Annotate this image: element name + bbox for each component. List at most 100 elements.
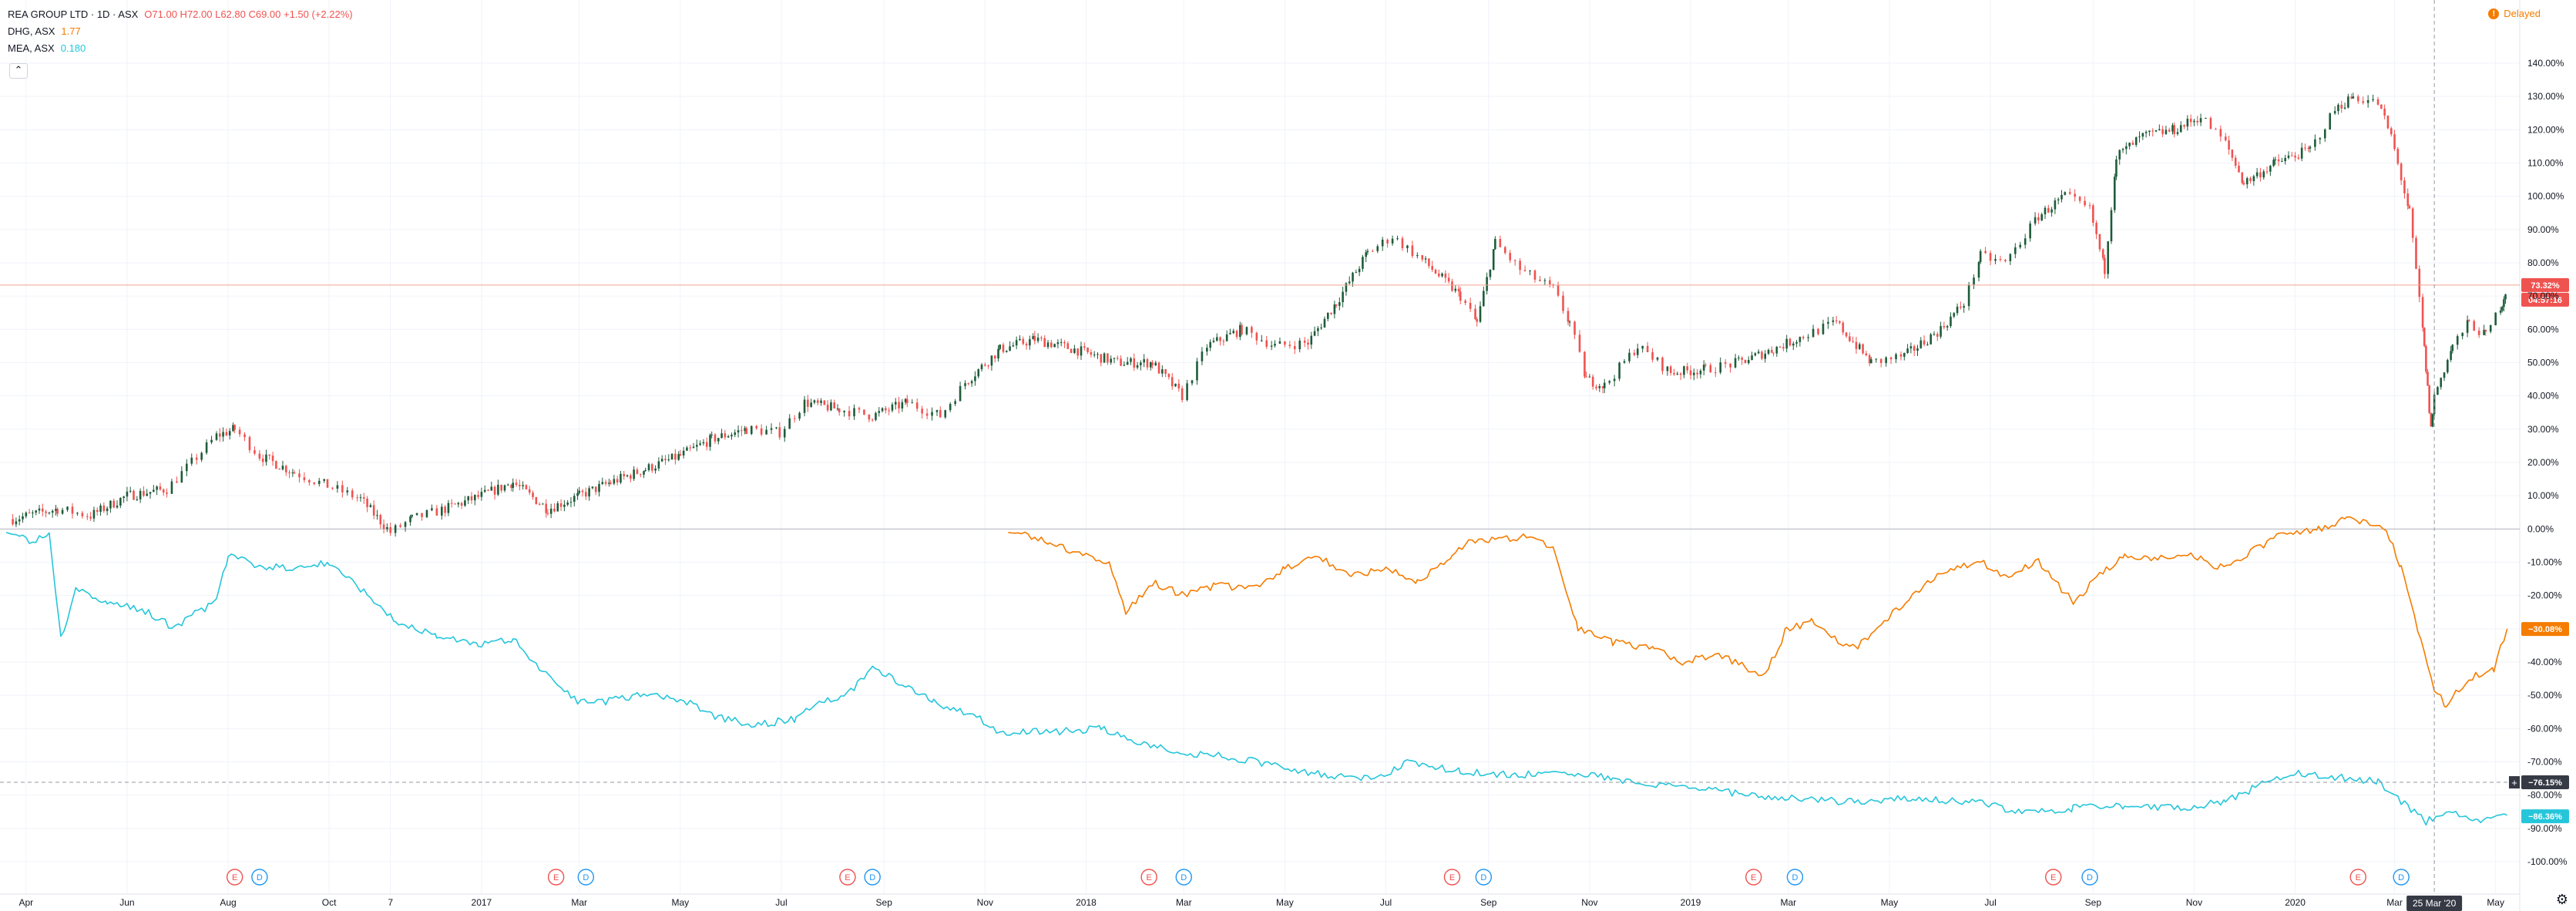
legend-compare-mea[interactable]: MEA, ASX 0.180 [8, 40, 353, 57]
dividend-marker[interactable] [1175, 869, 1192, 886]
candle-body [1174, 383, 1177, 387]
rea-candles[interactable] [12, 92, 2507, 537]
chevron-up-icon[interactable]: ⌃ [9, 63, 28, 79]
candle-body [2503, 299, 2505, 308]
y-tick-label: 0.00% [2527, 523, 2554, 534]
candle-body [2380, 104, 2383, 109]
earnings-marker-label: E [845, 873, 850, 882]
candle-body [935, 410, 939, 412]
dhg-last-label: −30.08% [2528, 625, 2562, 634]
candle-body [457, 503, 460, 505]
dividend-marker[interactable] [577, 869, 595, 886]
candle-body [581, 490, 584, 492]
candle-body [2183, 125, 2185, 127]
candle-body [86, 516, 89, 517]
candle-body [2019, 244, 2022, 247]
candle-body [404, 522, 407, 527]
candle-body [503, 485, 506, 491]
candle-body [2265, 171, 2269, 173]
dividend-marker[interactable] [1475, 869, 1493, 886]
candle-body [326, 479, 329, 488]
candle-body [351, 490, 354, 498]
dividend-marker[interactable] [251, 869, 268, 886]
candle-body [1608, 381, 1610, 383]
candle-body [483, 489, 486, 492]
earnings-marker[interactable] [1745, 869, 1762, 886]
x-tick-label: May [1881, 897, 1899, 908]
candle-body [1140, 362, 1142, 365]
candle-body [2193, 120, 2195, 123]
dividend-marker-label: D [869, 873, 875, 882]
candle-body [109, 500, 112, 509]
candle-body [2393, 134, 2396, 150]
candle-body [291, 472, 294, 473]
candle-body [2450, 351, 2452, 360]
candle-body [535, 497, 538, 505]
x-tick-label: Nov [1581, 897, 1597, 908]
candle-body [2004, 260, 2007, 261]
candle-body [1494, 239, 1496, 250]
plus-icon[interactable] [2509, 776, 2520, 789]
candle-body [2034, 217, 2037, 224]
candle-body [1807, 337, 1809, 338]
legend-main-row[interactable]: REA GROUP LTD · 1D · ASX O71.00 H72.00 L… [8, 6, 353, 23]
dividend-marker[interactable] [864, 869, 881, 886]
candle-body [760, 428, 763, 435]
candle-body [2466, 320, 2469, 333]
earnings-marker[interactable] [1140, 869, 1157, 886]
candle-body [1761, 351, 1763, 359]
candle-body [765, 429, 767, 435]
candle-body [1157, 362, 1160, 374]
candle-body [1386, 239, 1389, 244]
candle-body [2107, 241, 2109, 274]
y-tick-label: 110.00% [2527, 158, 2564, 169]
candle-body [1345, 283, 1348, 292]
candle-body [1229, 333, 1231, 334]
y-tick-label: 10.00% [2527, 490, 2559, 501]
x-tick-label: Nov [977, 897, 993, 908]
candle-body [61, 509, 64, 514]
candle-body [1444, 273, 1447, 278]
candle-body [474, 495, 476, 501]
candle-body [1365, 252, 1368, 257]
candle-body [2078, 197, 2081, 201]
candle-body [1170, 377, 1174, 387]
candle-body [2408, 206, 2411, 209]
earnings-marker[interactable] [547, 869, 565, 886]
mea-line[interactable] [5, 532, 2507, 826]
candle-body [35, 510, 37, 513]
candle-body [1778, 347, 1782, 348]
earnings-marker[interactable] [2045, 869, 2062, 886]
candle-body [647, 464, 650, 470]
candle-body [382, 524, 385, 529]
earnings-marker[interactable] [226, 869, 243, 886]
candle-body [1862, 344, 1864, 354]
candle-body [2110, 210, 2113, 242]
candle-body [1265, 340, 1268, 347]
legend-dhg-value: 1.77 [61, 25, 81, 37]
info-icon: ! [2488, 8, 2500, 19]
dividend-marker[interactable] [2393, 869, 2410, 886]
candle-body [1270, 345, 1273, 347]
dividend-marker[interactable] [1786, 869, 1804, 886]
delayed-status[interactable]: ! Delayed [2488, 8, 2541, 19]
dhg-line[interactable] [1008, 516, 2508, 708]
candle-body [1636, 348, 1639, 355]
candle-body [1036, 338, 1039, 341]
gear-icon[interactable]: ⚙ [2555, 892, 2568, 907]
legend-compare-dhg[interactable]: DHG, ASX 1.77 [8, 23, 353, 40]
candle-body [1274, 344, 1276, 346]
earnings-marker[interactable] [2349, 869, 2366, 886]
plus-icon-glyph: + [2511, 777, 2517, 788]
candle-body [2366, 99, 2369, 103]
candle-body [563, 504, 566, 507]
earnings-marker[interactable] [839, 869, 856, 886]
dividend-marker[interactable] [2081, 869, 2098, 886]
candle-body [2125, 146, 2128, 150]
earnings-marker[interactable] [1443, 869, 1461, 886]
candle-body [999, 345, 1001, 349]
candle-body [271, 456, 274, 462]
candle-body [853, 408, 855, 417]
crosshair-date-bg [2406, 896, 2463, 911]
